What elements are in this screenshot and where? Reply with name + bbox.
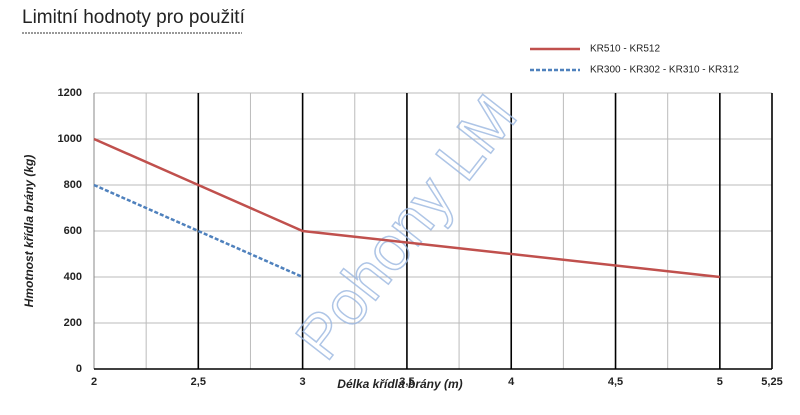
series-line	[93, 183, 304, 279]
x-tick-label: 3	[300, 376, 306, 388]
y-tick-label: 600	[64, 225, 82, 237]
y-tick-label: 200	[64, 317, 82, 329]
x-tick-label: 3,5	[399, 376, 414, 388]
y-tick-label: 1000	[58, 133, 82, 145]
x-tick-label: 5,25	[761, 376, 782, 388]
x-tick-label: 4,5	[608, 376, 623, 388]
y-tick-label: 400	[64, 271, 82, 283]
x-tick-label: 2	[91, 376, 97, 388]
x-tick-label: 4	[508, 376, 515, 388]
legend-label: KR300 - KR302 - KR310 - KR312	[590, 65, 739, 76]
series-line	[93, 137, 720, 279]
y-axis-label: Hmotnost křídla brány (kg)	[22, 155, 36, 308]
x-axis-label: Délka křídla brány (m)	[337, 377, 462, 391]
chart-title: Limitní hodnoty pro použití	[22, 7, 246, 28]
legend-label: KR510 - KR512	[590, 44, 660, 55]
x-tick-label: 5	[717, 376, 723, 388]
y-tick-label: 800	[64, 179, 82, 191]
y-tick-label: 0	[76, 363, 82, 375]
x-tick-label: 2,5	[191, 376, 206, 388]
y-tick-label: 1200	[58, 87, 82, 99]
